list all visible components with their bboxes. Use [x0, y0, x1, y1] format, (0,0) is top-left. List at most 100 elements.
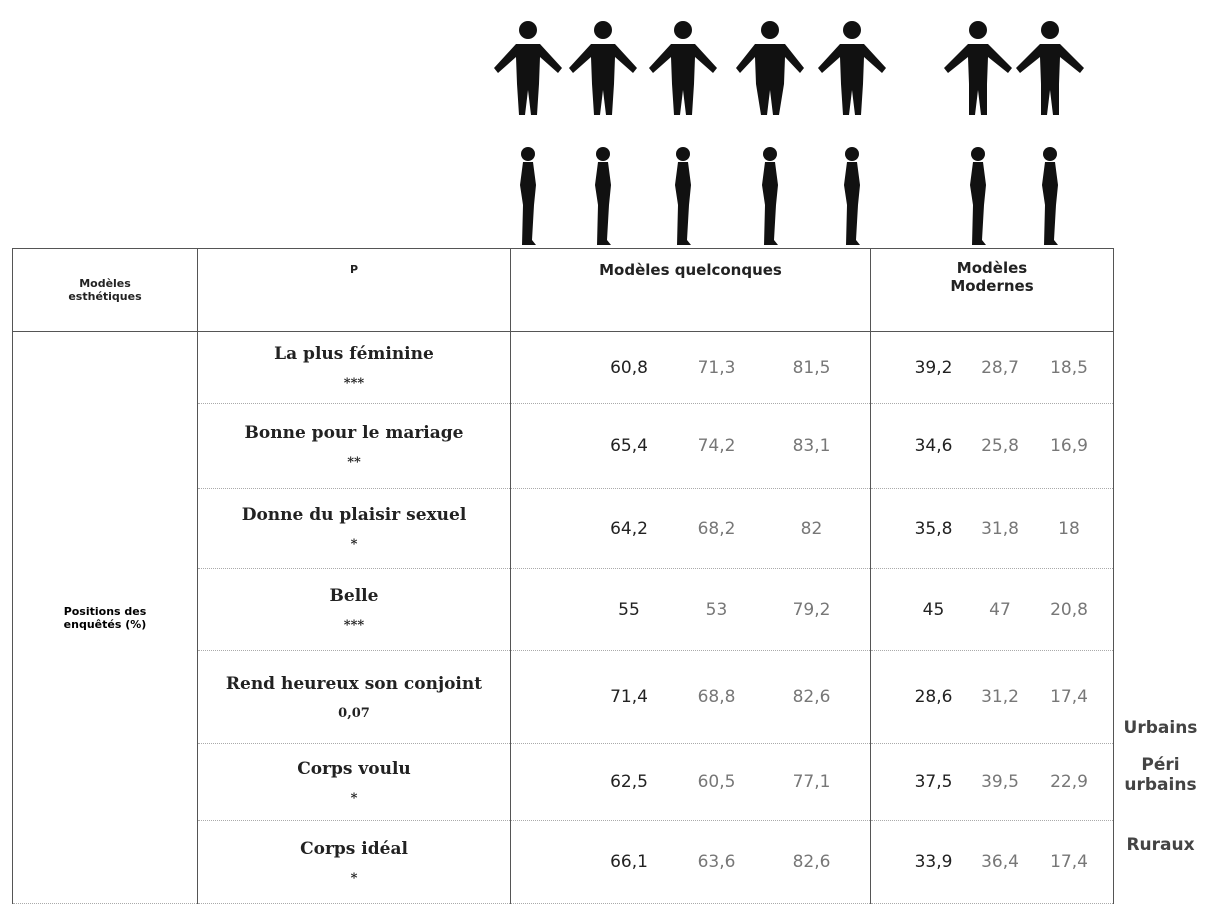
- row-label: Donne du plaisir sexuel: [242, 505, 467, 525]
- side-body: [595, 162, 611, 245]
- value: 28,6: [901, 687, 966, 707]
- header-row: Modèles esthétiques P Modèles quelconque…: [13, 249, 1114, 332]
- side-head: [676, 147, 690, 161]
- table-body: Modèles esthétiques P Modèles quelconque…: [13, 249, 1114, 904]
- value: 18,5: [1034, 358, 1104, 378]
- value: 37,5: [901, 772, 966, 792]
- value-cell: 71,468,882,6: [511, 651, 871, 744]
- front-head: [594, 21, 612, 39]
- value: 17,4: [1034, 852, 1104, 872]
- value: 74,2: [669, 436, 764, 456]
- row-label-cell: La plus féminine***: [198, 332, 511, 404]
- value: 83,1: [764, 436, 859, 456]
- legend-item: Urbains: [1113, 718, 1208, 738]
- side-body: [970, 162, 986, 245]
- value: 25,8: [966, 436, 1034, 456]
- header-cell: Modèles esthétiques: [13, 249, 198, 332]
- significance: ***: [198, 376, 510, 391]
- side-head: [845, 147, 859, 161]
- front-head: [761, 21, 779, 39]
- value-group: 65,474,283,1: [511, 436, 870, 456]
- value: 45: [901, 600, 966, 620]
- row-label-cell: Corps idéal*: [198, 821, 511, 904]
- value: 31,2: [966, 687, 1034, 707]
- value: 39,5: [966, 772, 1034, 792]
- value: 60,8: [589, 358, 669, 378]
- data-row: Positions des enquêtés (%)La plus fémini…: [13, 332, 1114, 404]
- value: 63,6: [669, 852, 764, 872]
- value: 31,8: [966, 519, 1034, 539]
- row-label-cell: Corps voulu*: [198, 744, 511, 821]
- row-label-cell: Belle***: [198, 569, 511, 651]
- side-head: [521, 147, 535, 161]
- value: 22,9: [1034, 772, 1104, 792]
- side-body: [844, 162, 860, 245]
- legend-item: Ruraux: [1113, 835, 1208, 855]
- value: 81,5: [764, 358, 859, 378]
- side-body: [1042, 162, 1058, 245]
- value: 34,6: [901, 436, 966, 456]
- row-label: Bonne pour le mariage: [245, 423, 464, 443]
- front-head: [843, 21, 861, 39]
- side-body: [675, 162, 691, 245]
- value: 55: [589, 600, 669, 620]
- value: 20,8: [1034, 600, 1104, 620]
- value-cell: 66,163,682,6: [511, 821, 871, 904]
- row-label: Rend heureux son conjoint: [226, 674, 482, 694]
- value-cell: 35,831,818: [871, 489, 1114, 569]
- row-label-cell: Donne du plaisir sexuel *: [198, 489, 511, 569]
- header-cell: P: [198, 249, 511, 332]
- significance: **: [198, 455, 510, 470]
- value: 79,2: [764, 600, 859, 620]
- row-label: Corps idéal: [300, 839, 408, 859]
- value: 71,3: [669, 358, 764, 378]
- value: 60,5: [669, 772, 764, 792]
- legend-item: Péri urbains: [1113, 755, 1208, 795]
- value: 68,8: [669, 687, 764, 707]
- front-head: [1041, 21, 1059, 39]
- side-head: [596, 147, 610, 161]
- value: 66,1: [589, 852, 669, 872]
- value: 17,4: [1034, 687, 1104, 707]
- front-body: [569, 44, 637, 115]
- significance: *: [198, 537, 510, 552]
- front-body: [944, 44, 1012, 115]
- side-head: [971, 147, 985, 161]
- value: 64,2: [589, 519, 669, 539]
- front-body: [494, 44, 562, 115]
- table: Modèles esthétiques P Modèles quelconque…: [12, 248, 1114, 904]
- front-head: [674, 21, 692, 39]
- value-group: 37,539,522,9: [871, 772, 1113, 792]
- front-body: [818, 44, 886, 115]
- value: 82: [764, 519, 859, 539]
- value-group: 66,163,682,6: [511, 852, 870, 872]
- value: 68,2: [669, 519, 764, 539]
- value: 16,9: [1034, 436, 1104, 456]
- front-head: [969, 21, 987, 39]
- value: 36,4: [966, 852, 1034, 872]
- side-body: [762, 162, 778, 245]
- value: 71,4: [589, 687, 669, 707]
- significance: ***: [198, 618, 510, 633]
- significance: *: [198, 791, 510, 806]
- front-body: [649, 44, 717, 115]
